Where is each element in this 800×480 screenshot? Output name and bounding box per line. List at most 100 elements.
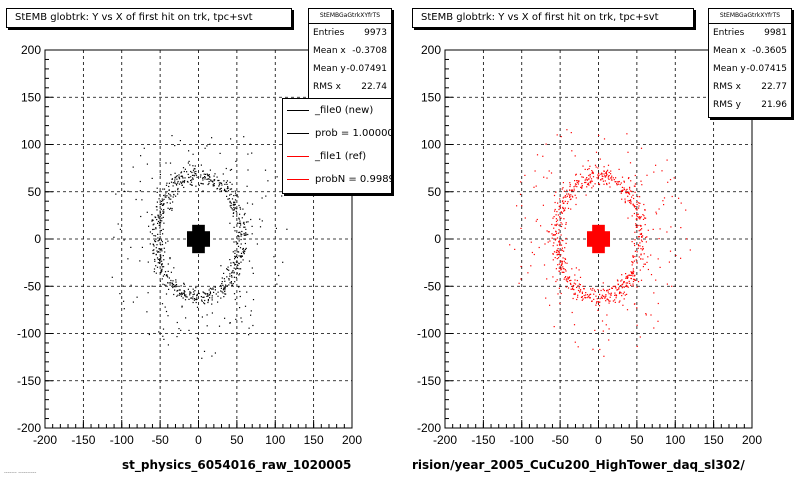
right-data-point — [621, 279, 623, 281]
right-x-tick-label: -150 — [471, 433, 495, 447]
right-stats-box: StEMBGaGtrkXYfrTS Entries 9981 Mean x -0… — [708, 8, 792, 118]
right-data-point — [588, 295, 590, 297]
left-data-point — [174, 190, 176, 192]
left-data-point — [160, 258, 162, 260]
right-data-point — [520, 278, 522, 280]
left-data-point — [239, 273, 241, 275]
left-data-point — [172, 280, 174, 282]
left-data-point — [183, 283, 185, 285]
left-data-point — [209, 143, 211, 145]
right-data-point — [596, 301, 598, 303]
left-data-point — [123, 308, 125, 310]
right-data-point — [563, 190, 565, 192]
right-data-point — [592, 176, 595, 178]
left-data-point — [236, 251, 238, 253]
right-data-point — [600, 179, 602, 181]
right-data-point — [607, 289, 609, 291]
left-data-point — [214, 286, 216, 288]
left-data-point — [238, 236, 240, 238]
right-data-point — [543, 176, 545, 178]
right-data-point — [638, 216, 640, 218]
left-data-point — [182, 292, 184, 294]
left-data-point — [222, 289, 224, 291]
right-data-point — [625, 285, 627, 288]
left-data-point — [153, 228, 155, 230]
right-data-point — [598, 183, 601, 186]
left-data-point — [165, 162, 167, 164]
left-y-tick-label: -150 — [17, 374, 41, 388]
right-y-tick-label: 100 — [421, 138, 441, 152]
right-data-point — [621, 295, 623, 297]
right-data-point — [630, 201, 632, 203]
right-data-point — [636, 262, 638, 264]
right-data-point — [610, 177, 612, 179]
right-data-point — [622, 286, 624, 288]
right-data-point — [620, 292, 622, 294]
right-data-point — [615, 294, 617, 296]
right-data-point — [562, 187, 564, 189]
right-data-point — [579, 290, 581, 292]
left-data-point — [224, 289, 226, 291]
left-data-point — [206, 325, 208, 327]
footnote-text: ------- ---------- — [4, 470, 37, 476]
right-data-point — [616, 183, 618, 185]
left-data-point — [173, 286, 175, 288]
left-data-point — [202, 296, 204, 298]
left-data-point — [119, 228, 121, 230]
left-data-point — [243, 221, 245, 223]
left-data-point — [231, 284, 233, 286]
left-data-point — [234, 264, 236, 266]
right-data-point — [617, 283, 619, 286]
left-data-point — [173, 194, 175, 196]
left-data-point — [195, 170, 197, 173]
right-data-point — [573, 190, 575, 192]
right-data-point — [540, 225, 542, 227]
left-data-point — [182, 297, 184, 299]
left-data-point — [226, 195, 228, 197]
left-data-point — [211, 297, 213, 299]
right-data-point — [576, 182, 578, 184]
right-data-point — [542, 204, 544, 206]
right-data-point — [576, 298, 578, 301]
left-data-point — [163, 203, 165, 205]
right-data-point — [605, 295, 607, 297]
left-data-point — [242, 259, 244, 261]
left-data-point — [207, 298, 209, 301]
left-data-point — [208, 174, 210, 176]
right-data-point — [527, 272, 529, 274]
left-data-point — [139, 260, 141, 262]
right-data-point — [556, 254, 558, 256]
right-data-point — [606, 183, 608, 186]
left-data-point — [232, 215, 234, 217]
right-data-point — [584, 181, 586, 184]
right-x-tick-label: -200 — [433, 433, 457, 447]
right-data-point — [554, 210, 556, 212]
left-data-point — [211, 312, 213, 314]
left-data-point — [182, 177, 184, 179]
right-data-point — [643, 263, 645, 265]
left-data-point — [192, 169, 195, 171]
right-data-point — [560, 211, 562, 213]
right-data-point — [642, 258, 644, 260]
left-data-point — [202, 179, 204, 181]
left-data-point — [237, 235, 239, 237]
right-data-point — [612, 285, 614, 288]
right-data-point — [615, 287, 617, 289]
left-data-point — [230, 265, 232, 267]
right-data-point — [592, 185, 594, 187]
left-data-point — [190, 176, 192, 178]
left-data-point — [233, 209, 235, 211]
left-data-point — [235, 261, 237, 263]
right-data-point — [639, 217, 642, 219]
right-data-point — [619, 183, 621, 186]
right-data-point — [561, 271, 563, 273]
left-data-point — [236, 272, 238, 274]
right-data-point — [608, 178, 610, 180]
left-data-point — [139, 180, 141, 183]
right-data-point — [601, 172, 603, 174]
left-data-point — [132, 301, 134, 303]
left-data-point — [127, 190, 129, 192]
left-data-point — [183, 290, 185, 292]
left-data-point — [190, 179, 192, 182]
right-data-point — [578, 180, 580, 182]
